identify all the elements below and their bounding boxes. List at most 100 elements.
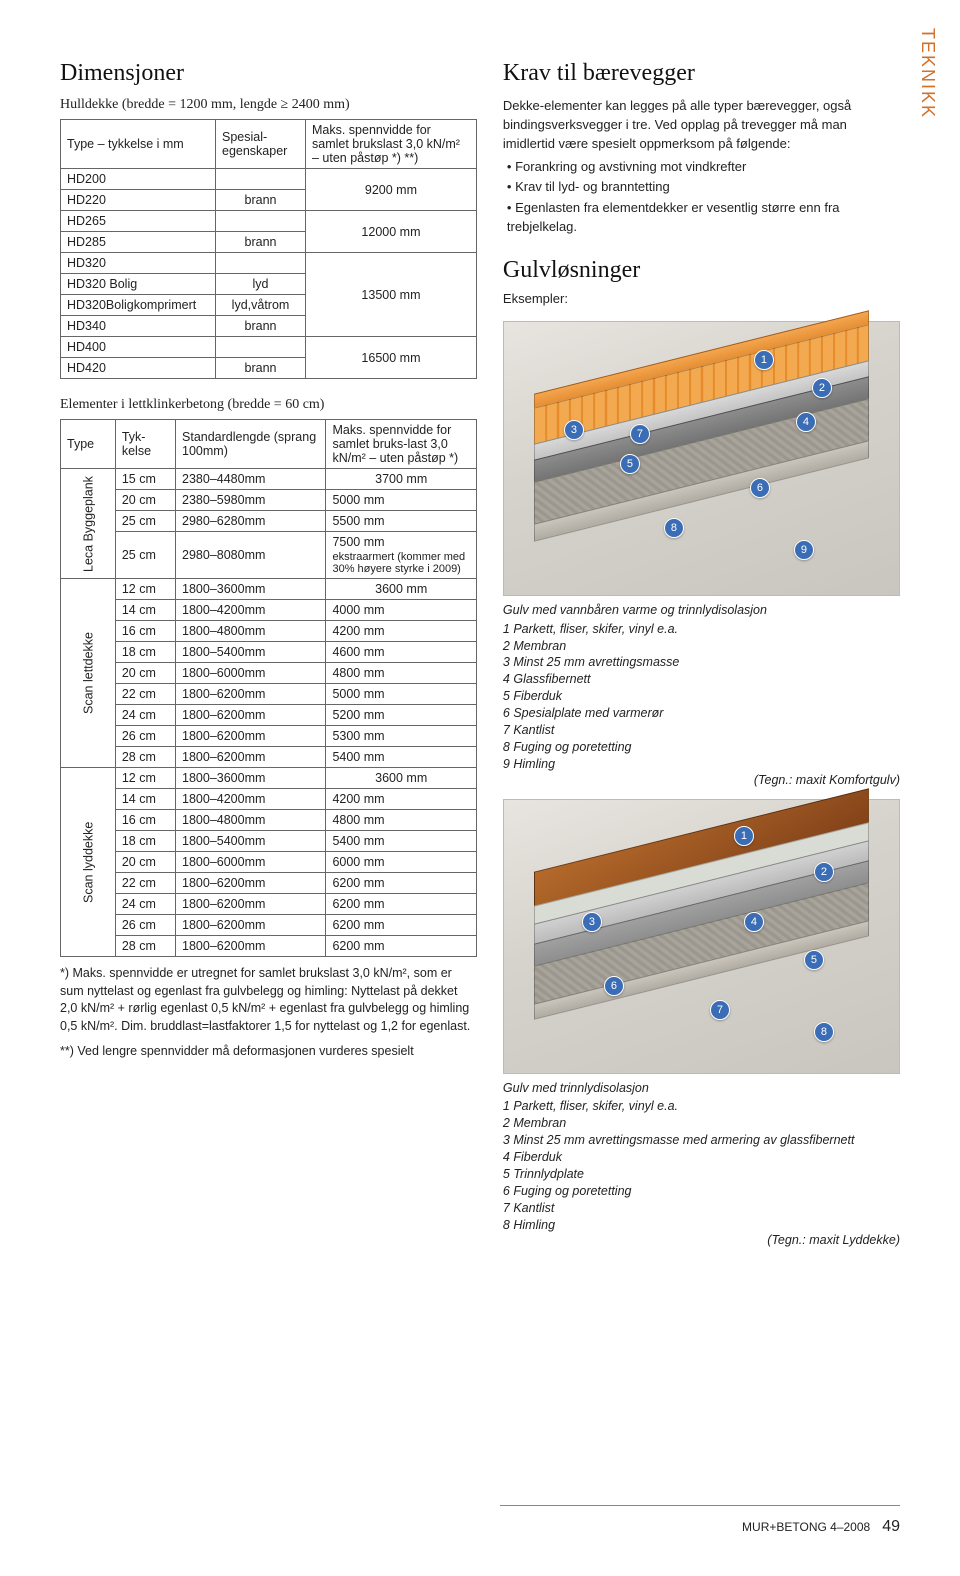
cell: brann xyxy=(216,358,306,379)
callout-badge: 6 xyxy=(604,976,624,996)
cell: brann xyxy=(216,232,306,253)
cell: 25 cm xyxy=(115,532,175,579)
table-row: 26 cm1800–6200mm5300 mm xyxy=(61,726,477,747)
legend-item: 4 Glassfibernett xyxy=(503,671,679,688)
cell: 6200 mm xyxy=(326,894,476,915)
cell: 1800–5400mm xyxy=(176,642,326,663)
callout-badge: 8 xyxy=(814,1022,834,1042)
cell: 5300 mm xyxy=(326,726,476,747)
cell: HD200 xyxy=(61,169,216,190)
cell: 5200 mm xyxy=(326,705,476,726)
cell: 2380–4480mm xyxy=(176,469,326,490)
cell: 5400 mm xyxy=(326,747,476,768)
left-column: Dimensjoner Hulldekke (bredde = 1200 mm,… xyxy=(60,60,477,1247)
legend-item: 5 Trinnlydplate xyxy=(503,1166,900,1183)
cell: 12 cm xyxy=(115,579,175,600)
callout-badge: 3 xyxy=(582,912,602,932)
cell: 12 cm xyxy=(115,768,175,789)
legend-item: 7 Kantlist xyxy=(503,722,679,739)
bullet-item: Krav til lyd- og branntetting xyxy=(507,178,900,197)
legend-item: 5 Fiberduk xyxy=(503,688,679,705)
cell xyxy=(216,253,306,274)
callout-badge: 1 xyxy=(754,350,774,370)
cell: 1800–6200mm xyxy=(176,705,326,726)
table-row: HD2009200 mm xyxy=(61,169,477,190)
cell xyxy=(216,211,306,232)
cell: 28 cm xyxy=(115,936,175,957)
cell: 1800–6200mm xyxy=(176,915,326,936)
cell: 1800–6200mm xyxy=(176,684,326,705)
legend-item: 4 Fiberduk xyxy=(503,1149,900,1166)
fig2-caption-title: Gulv med trinnlydisolasjon xyxy=(503,1080,900,1097)
t2-h1: Tyk-kelse xyxy=(115,420,175,469)
cell: 14 cm xyxy=(115,789,175,810)
cell: HD320 xyxy=(61,253,216,274)
table1-caption: Hulldekke (bredde = 1200 mm, lengde ≥ 24… xyxy=(60,97,477,113)
legend-item: 6 Spesialplate med varmerør xyxy=(503,705,679,722)
table-hulldekke: Type – tykkelse i mm Spesial- egenskaper… xyxy=(60,119,477,379)
callout-badge: 9 xyxy=(794,540,814,560)
table-row: 16 cm1800–4800mm4200 mm xyxy=(61,621,477,642)
table-row: 26 cm1800–6200mm6200 mm xyxy=(61,915,477,936)
cell: 1800–4800mm xyxy=(176,621,326,642)
t1-h2: Maks. spennvidde for samlet brukslast 3,… xyxy=(306,120,477,169)
table-row: Scan lyddekke12 cm1800–3600mm3600 mm xyxy=(61,768,477,789)
cell: 16 cm xyxy=(115,621,175,642)
cell: 1800–6200mm xyxy=(176,726,326,747)
cell: 12000 mm xyxy=(306,211,477,253)
footnote-2: **) Ved lengre spennvidder må deformasjo… xyxy=(60,1043,477,1061)
table-lettklinker: Type Tyk-kelse Standardlengde (sprang 10… xyxy=(60,419,477,957)
cell: 9200 mm xyxy=(306,169,477,211)
cell: 15 cm xyxy=(115,469,175,490)
cell: HD320 Bolig xyxy=(61,274,216,295)
table-row: 28 cm1800–6200mm6200 mm xyxy=(61,936,477,957)
legend-item: 9 Himling xyxy=(503,756,679,773)
callout-badge: 2 xyxy=(812,378,832,398)
cell: brann xyxy=(216,316,306,337)
cell: 2980–6280mm xyxy=(176,511,326,532)
legend-item: 8 Himling xyxy=(503,1217,900,1234)
callout-badge: 5 xyxy=(620,454,640,474)
table-row: 18 cm1800–5400mm4600 mm xyxy=(61,642,477,663)
cell: 18 cm xyxy=(115,642,175,663)
cell: 5000 mm xyxy=(326,490,476,511)
callout-badge: 6 xyxy=(750,478,770,498)
cell: 1800–3600mm xyxy=(176,579,326,600)
cell: 1800–6000mm xyxy=(176,852,326,873)
table-row: 14 cm1800–4200mm4000 mm xyxy=(61,600,477,621)
cell xyxy=(216,337,306,358)
footnote-1: *) Maks. spennvidde er utregnet for saml… xyxy=(60,965,477,1035)
legend-item: 8 Fuging og poretetting xyxy=(503,739,679,756)
fig1-caption-title: Gulv med vannbåren varme og trinnlydisol… xyxy=(503,602,900,619)
table-row: 18 cm1800–5400mm5400 mm xyxy=(61,831,477,852)
right-heading-2: Gulvløsninger xyxy=(503,257,900,284)
cell: 24 cm xyxy=(115,894,175,915)
table-row: Scan lettdekke12 cm1800–3600mm3600 mm xyxy=(61,579,477,600)
cell: 1800–6200mm xyxy=(176,873,326,894)
cell: 2380–5980mm xyxy=(176,490,326,511)
cell: 24 cm xyxy=(115,705,175,726)
cell: 26 cm xyxy=(115,915,175,936)
cell: HD265 xyxy=(61,211,216,232)
table-row: 20 cm1800–6000mm4800 mm xyxy=(61,663,477,684)
table-row: HD32013500 mm xyxy=(61,253,477,274)
legend-item: 3 Minst 25 mm avrettingsmasse xyxy=(503,654,679,671)
cell: 1800–4200mm xyxy=(176,600,326,621)
group-label: Scan lettdekke xyxy=(61,579,116,768)
cell: 1800–5400mm xyxy=(176,831,326,852)
cell: HD285 xyxy=(61,232,216,253)
cell: 4600 mm xyxy=(326,642,476,663)
table2-caption: Elementer i lettklinkerbetong (bredde = … xyxy=(60,397,477,413)
cell: 20 cm xyxy=(115,490,175,511)
cell: 6200 mm xyxy=(326,915,476,936)
cell: 6200 mm xyxy=(326,936,476,957)
footer-page: 49 xyxy=(882,1518,900,1536)
table-row: 20 cm1800–6000mm6000 mm xyxy=(61,852,477,873)
bullet-item: Forankring og avstivning mot vindkrefter xyxy=(507,158,900,177)
cell: 4200 mm xyxy=(326,789,476,810)
left-title: Dimensjoner xyxy=(60,60,477,87)
cell: 4000 mm xyxy=(326,600,476,621)
cell: 1800–6000mm xyxy=(176,663,326,684)
callout-badge: 8 xyxy=(664,518,684,538)
cell: 1800–3600mm xyxy=(176,768,326,789)
